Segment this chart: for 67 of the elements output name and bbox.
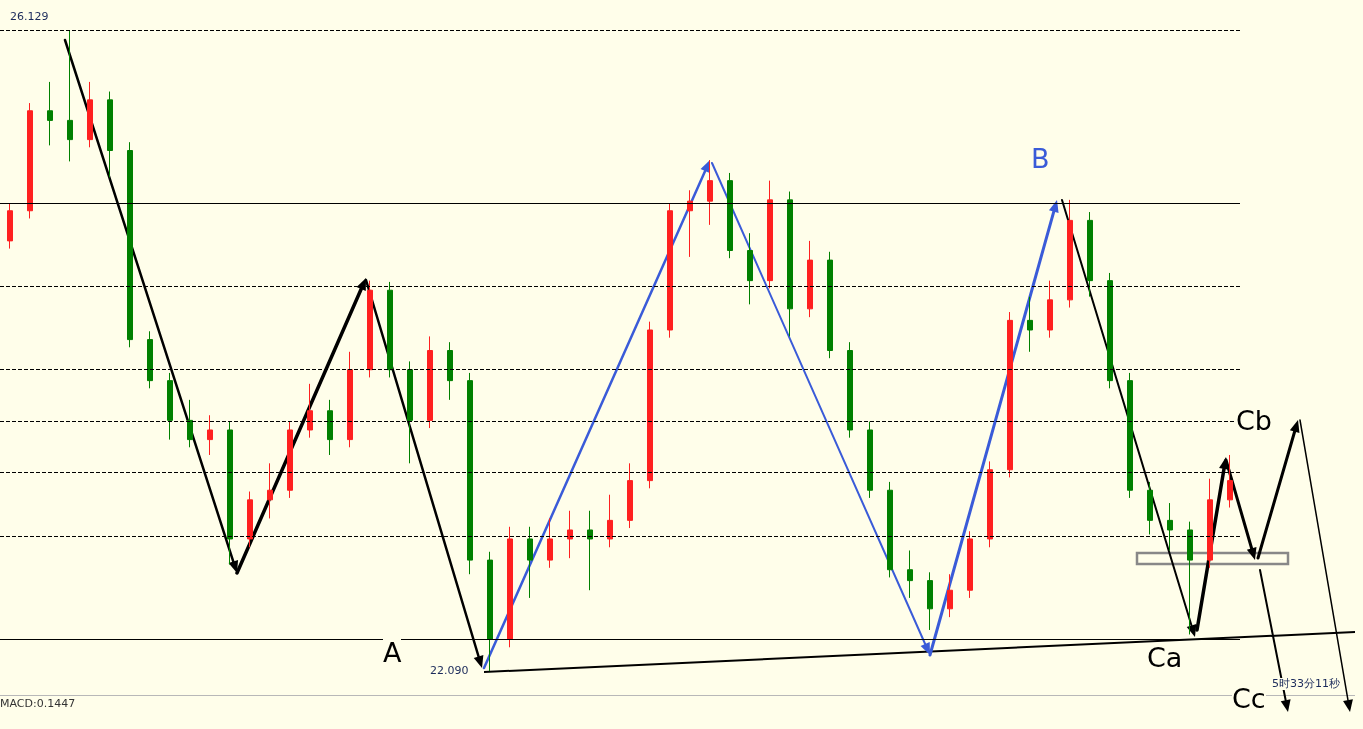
candlestick — [1087, 211, 1093, 298]
candlestick — [1027, 296, 1033, 353]
candlestick — [1167, 502, 1173, 551]
text: Cc — [1232, 683, 1266, 714]
candlestick — [507, 526, 513, 648]
candlestick — [967, 530, 973, 599]
candlestick — [7, 202, 13, 250]
candlestick — [447, 341, 453, 401]
candlestick — [1007, 311, 1013, 478]
candlestick — [947, 573, 953, 618]
candlestick — [607, 494, 613, 548]
candlestick — [527, 526, 533, 599]
annotation: Cb — [1236, 405, 1272, 436]
candlestick — [1047, 280, 1053, 339]
candlestick — [467, 372, 473, 575]
candlestick — [1207, 478, 1213, 569]
candlestick — [627, 462, 633, 529]
candlestick — [407, 360, 413, 464]
candlestick — [547, 517, 553, 569]
candlestick — [487, 551, 493, 672]
candlestick — [107, 91, 113, 178]
candlestick — [587, 510, 593, 591]
annotation: A — [383, 637, 402, 668]
annotation: B — [1031, 143, 1050, 174]
candlestick — [727, 172, 733, 259]
candlestick — [427, 335, 433, 429]
candlestick — [327, 399, 333, 456]
candlestick — [147, 330, 153, 389]
candlestick — [807, 240, 813, 318]
candlestick — [1067, 199, 1073, 309]
candlestick — [1127, 372, 1133, 499]
candlestick — [767, 180, 773, 289]
candlestick — [747, 232, 753, 305]
candlestick — [247, 491, 253, 548]
candlestick — [167, 372, 173, 441]
candlestick — [67, 29, 73, 162]
candlestick — [867, 421, 873, 499]
candlestick — [47, 81, 53, 146]
text: MACD:0.1447 — [0, 697, 76, 711]
candlestick — [307, 383, 313, 439]
annotation: Ca — [1147, 642, 1183, 673]
candlestick — [1107, 272, 1113, 389]
candlestick — [567, 510, 573, 559]
text: 26.129 — [10, 10, 49, 24]
candlestick — [187, 399, 193, 448]
candlestick — [927, 571, 933, 631]
candlestick — [687, 189, 693, 258]
candlestick — [207, 414, 213, 456]
annotation: 22.090 — [430, 664, 469, 678]
candlestick — [27, 102, 33, 219]
candlestick — [787, 191, 793, 337]
candlestick — [287, 421, 293, 499]
candlestick — [907, 549, 913, 599]
candlestick — [127, 141, 133, 348]
candlestick — [887, 481, 893, 578]
candlestick — [1147, 481, 1153, 535]
candlestick — [347, 351, 353, 448]
candlestick — [987, 460, 993, 548]
candlestick — [647, 321, 653, 489]
candlestick — [827, 251, 833, 359]
candlestick — [227, 421, 233, 566]
text: 5时33分11秒 — [1272, 677, 1340, 691]
candlestick — [387, 281, 393, 378]
candlestick — [667, 202, 673, 339]
candlestick — [267, 462, 273, 519]
candlestick — [847, 341, 853, 439]
candlestick — [87, 81, 93, 148]
